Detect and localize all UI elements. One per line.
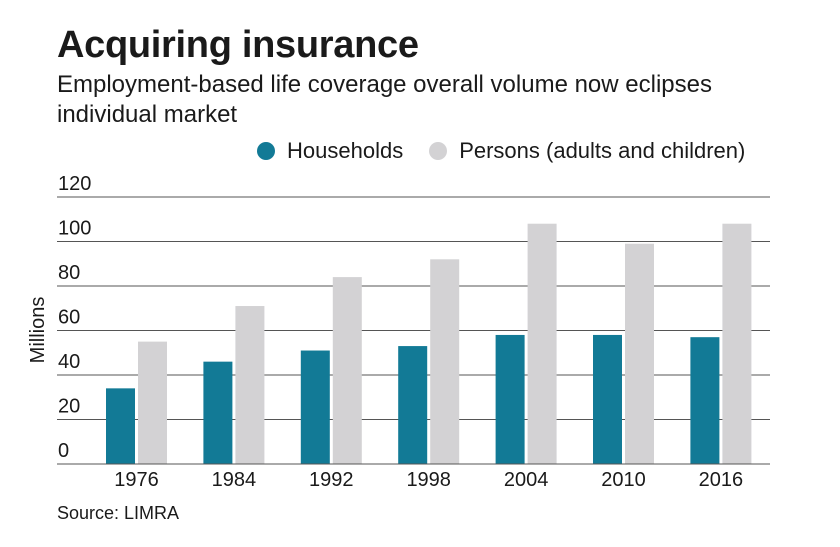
bar-persons (527, 223, 557, 464)
bar-households (203, 361, 233, 464)
y-tick-label: 80 (58, 262, 80, 284)
bar-households (398, 346, 428, 464)
bar-households (300, 350, 330, 464)
x-tick-label: 1998 (406, 469, 451, 491)
chart-title: Acquiring insurance (57, 24, 419, 66)
legend-swatch-households (257, 142, 275, 160)
y-tick-label: 40 (58, 351, 80, 373)
bar-persons (625, 243, 654, 464)
x-tick-label: 2010 (601, 469, 646, 491)
legend-label-persons: Persons (adults and children) (459, 138, 746, 163)
bar-households (495, 334, 525, 464)
legend-swatch-persons (429, 142, 448, 160)
bar-persons (332, 277, 362, 464)
bar-households (690, 337, 720, 464)
y-tick-label: 60 (58, 307, 80, 329)
y-tick-label: 0 (58, 440, 69, 462)
y-tick-label: 120 (58, 173, 91, 195)
bar-persons (722, 223, 752, 464)
x-tick-label: 1992 (309, 469, 354, 491)
legend-label-households: Households (287, 138, 404, 163)
chart-subtitle: Employment-based life coverage overall v… (57, 71, 712, 128)
x-tick-label: 1976 (114, 469, 159, 491)
legend-item-persons: Persons (adults and children) (429, 138, 745, 164)
bar-persons (430, 259, 460, 464)
y-axis-label: Millions (27, 297, 49, 364)
y-tick-label: 20 (58, 396, 80, 418)
bar-households (106, 388, 135, 464)
y-tick-label: 100 (58, 218, 91, 240)
bar-households (593, 334, 622, 464)
bar-persons (235, 306, 265, 464)
legend-item-households: Households (257, 138, 403, 164)
x-tick-label: 1984 (212, 469, 257, 491)
bar-persons (138, 341, 167, 464)
source-note: Source: LIMRA (57, 503, 180, 523)
x-tick-label: 2016 (699, 469, 744, 491)
legend: Households Persons (adults and children) (257, 138, 771, 164)
x-tick-label: 2004 (504, 469, 549, 491)
